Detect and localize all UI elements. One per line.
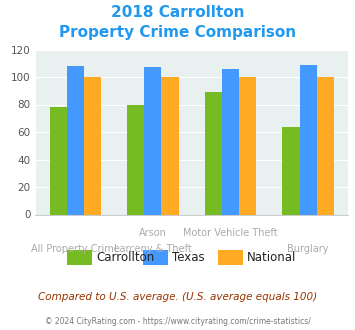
Text: Burglary: Burglary: [287, 244, 329, 254]
Bar: [239, 77, 256, 214]
Bar: [300, 65, 317, 214]
Text: 2018 Carrollton: 2018 Carrollton: [111, 5, 244, 20]
Bar: [162, 77, 179, 214]
Bar: [222, 69, 239, 214]
Bar: [317, 77, 334, 214]
Text: Compared to U.S. average. (U.S. average equals 100): Compared to U.S. average. (U.S. average …: [38, 292, 317, 302]
Text: Carrollton: Carrollton: [97, 251, 155, 264]
Bar: [144, 67, 162, 214]
Bar: [50, 107, 67, 214]
Text: Arson: Arson: [139, 228, 167, 238]
Text: Larceny & Theft: Larceny & Theft: [114, 244, 192, 254]
Bar: [127, 105, 144, 214]
Text: Texas: Texas: [172, 251, 204, 264]
Text: © 2024 CityRating.com - https://www.cityrating.com/crime-statistics/: © 2024 CityRating.com - https://www.city…: [45, 317, 310, 326]
Bar: [67, 66, 84, 214]
Bar: [84, 77, 101, 214]
Text: Property Crime Comparison: Property Crime Comparison: [59, 25, 296, 40]
Bar: [205, 92, 222, 214]
Text: All Property Crime: All Property Crime: [31, 244, 120, 254]
Text: National: National: [247, 251, 296, 264]
Bar: [283, 126, 300, 214]
Text: Motor Vehicle Theft: Motor Vehicle Theft: [183, 228, 278, 238]
